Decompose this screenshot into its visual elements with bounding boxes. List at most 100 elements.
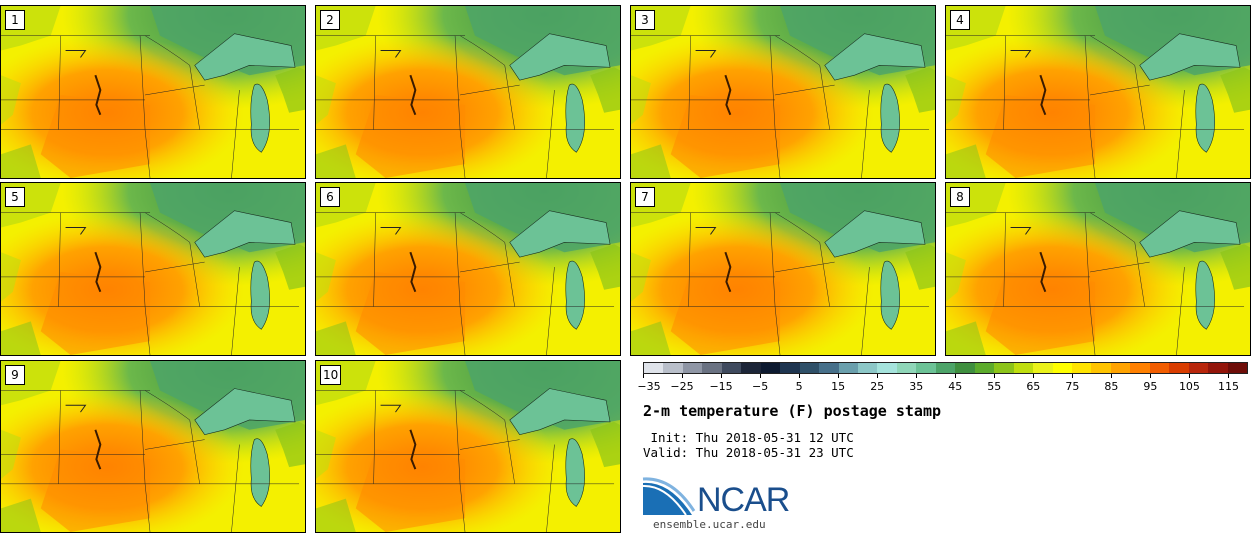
- colorbar-tick-label: 75: [1065, 380, 1080, 393]
- colorbar-swatch: [702, 363, 722, 373]
- colorbar-tickmark: [1228, 374, 1230, 378]
- map-panel-5: 5: [0, 182, 306, 356]
- colorbar-swatch: [877, 363, 897, 373]
- colorbar-tick-label: −35: [637, 380, 661, 393]
- colorbar-swatch: [994, 363, 1014, 373]
- panel-number: 1: [5, 10, 25, 30]
- colorbar-swatch: [1149, 363, 1170, 373]
- colorbar-tick-label: −15: [709, 380, 733, 393]
- colorbar-tickmark: [682, 374, 684, 378]
- colorbar-swatch: [1013, 363, 1034, 373]
- panel-number: 8: [950, 187, 970, 207]
- colorbar-tickmark: [760, 374, 762, 378]
- colorbar-tick-label: 25: [870, 380, 885, 393]
- panel-number: 5: [5, 187, 25, 207]
- map-panel-6: 6: [315, 182, 621, 356]
- temperature-map: [1, 183, 305, 355]
- panel-number: 7: [635, 187, 655, 207]
- colorbar-tick-label: 55: [987, 380, 1002, 393]
- colorbar-tickmark: [838, 374, 840, 378]
- colorbar-tick-label: 35: [909, 380, 924, 393]
- colorbar-tick-label: 85: [1104, 380, 1119, 393]
- colorbar-swatches: [643, 362, 1248, 374]
- colorbar-tickmark: [799, 374, 801, 378]
- colorbar-swatch: [1052, 363, 1072, 373]
- colorbar-tickmark: [721, 374, 723, 378]
- colorbar-swatch: [1208, 363, 1228, 373]
- colorbar-swatch: [1110, 363, 1131, 373]
- colorbar-swatch: [644, 363, 664, 373]
- colorbar-swatch: [741, 363, 761, 373]
- colorbar-swatch: [896, 363, 917, 373]
- colorbar-tickmark: [1150, 374, 1152, 378]
- map-panel-2: 2: [315, 5, 621, 179]
- colorbar-tickmark: [1189, 374, 1191, 378]
- panel-number: 10: [320, 365, 342, 385]
- colorbar-tickmark: [1072, 374, 1074, 378]
- temperature-map: [631, 6, 935, 178]
- map-panel-1: 1: [0, 5, 306, 179]
- colorbar-swatch: [916, 363, 936, 373]
- panel-number: 9: [5, 365, 25, 385]
- colorbar-tickmark: [1033, 374, 1035, 378]
- map-panel-4: 4: [945, 5, 1251, 179]
- colorbar-swatch: [760, 363, 781, 373]
- site-link[interactable]: ensemble.ucar.edu: [653, 518, 766, 531]
- colorbar-swatch: [1091, 363, 1111, 373]
- colorbar-swatch: [1227, 363, 1248, 373]
- temperature-map: [946, 183, 1250, 355]
- colorbar-swatch: [955, 363, 975, 373]
- colorbar-swatch: [857, 363, 878, 373]
- colorbar-swatch: [682, 363, 703, 373]
- colorbar-swatch: [663, 363, 683, 373]
- colorbar-swatch: [721, 363, 742, 373]
- panel-number: 2: [320, 10, 340, 30]
- map-panel-8: 8: [945, 182, 1251, 356]
- colorbar: −35 −25 −15 −5 5 15 25 35 45 55 65 75 85 95 105 115: [637, 362, 1248, 394]
- colorbar-swatch: [819, 363, 839, 373]
- temperature-map: [316, 183, 620, 355]
- colorbar-tick-label: 5: [795, 380, 803, 393]
- colorbar-swatch: [1188, 363, 1209, 373]
- temperature-map: [631, 183, 935, 355]
- panel-number: 3: [635, 10, 655, 30]
- colorbar-tickmark: [877, 374, 879, 378]
- logo-text: NCAR: [697, 481, 790, 519]
- colorbar-tickmark: [643, 374, 644, 378]
- temperature-map: [1, 361, 305, 532]
- map-panel-9: 9: [0, 360, 306, 533]
- ncar-logo-icon: [642, 477, 802, 519]
- colorbar-swatch: [1169, 363, 1189, 373]
- temperature-map: [316, 361, 620, 532]
- colorbar-tickmark: [916, 374, 918, 378]
- temperature-map: [1, 6, 305, 178]
- colorbar-tickmark: [955, 374, 957, 378]
- temperature-map: [946, 6, 1250, 178]
- figure-title: 2-m temperature (F) postage stamp: [643, 402, 942, 420]
- colorbar-swatch: [1033, 363, 1053, 373]
- colorbar-ticks: −35 −25 −15 −5 5 15 25 35 45 55 65 75 85 95 105 115: [637, 374, 1248, 393]
- colorbar-swatch: [780, 363, 800, 373]
- colorbar-tick-label: 95: [1143, 380, 1158, 393]
- map-panel-10: 10: [315, 360, 621, 533]
- colorbar-tick-label: 45: [948, 380, 963, 393]
- map-panel-3: 3: [630, 5, 936, 179]
- colorbar-swatch: [1130, 363, 1150, 373]
- colorbar-tickmark: [1111, 374, 1113, 378]
- panel-number: 6: [320, 187, 340, 207]
- colorbar-swatch: [838, 363, 858, 373]
- colorbar-tick-label: 15: [831, 380, 846, 393]
- colorbar-tick-label: 65: [1026, 380, 1041, 393]
- colorbar-tickmark: [994, 374, 996, 378]
- colorbar-tick-label: −25: [670, 380, 694, 393]
- map-panel-7: 7: [630, 182, 936, 356]
- panel-number: 4: [950, 10, 970, 30]
- colorbar-swatch: [974, 363, 995, 373]
- colorbar-swatch: [799, 363, 820, 373]
- colorbar-swatch: [935, 363, 956, 373]
- colorbar-swatch: [1071, 363, 1092, 373]
- temperature-map: [316, 6, 620, 178]
- colorbar-tick-label: 115: [1217, 380, 1239, 393]
- valid-time: Valid: Thu 2018-05-31 23 UTC: [643, 445, 854, 460]
- colorbar-tick-label: 105: [1178, 380, 1200, 393]
